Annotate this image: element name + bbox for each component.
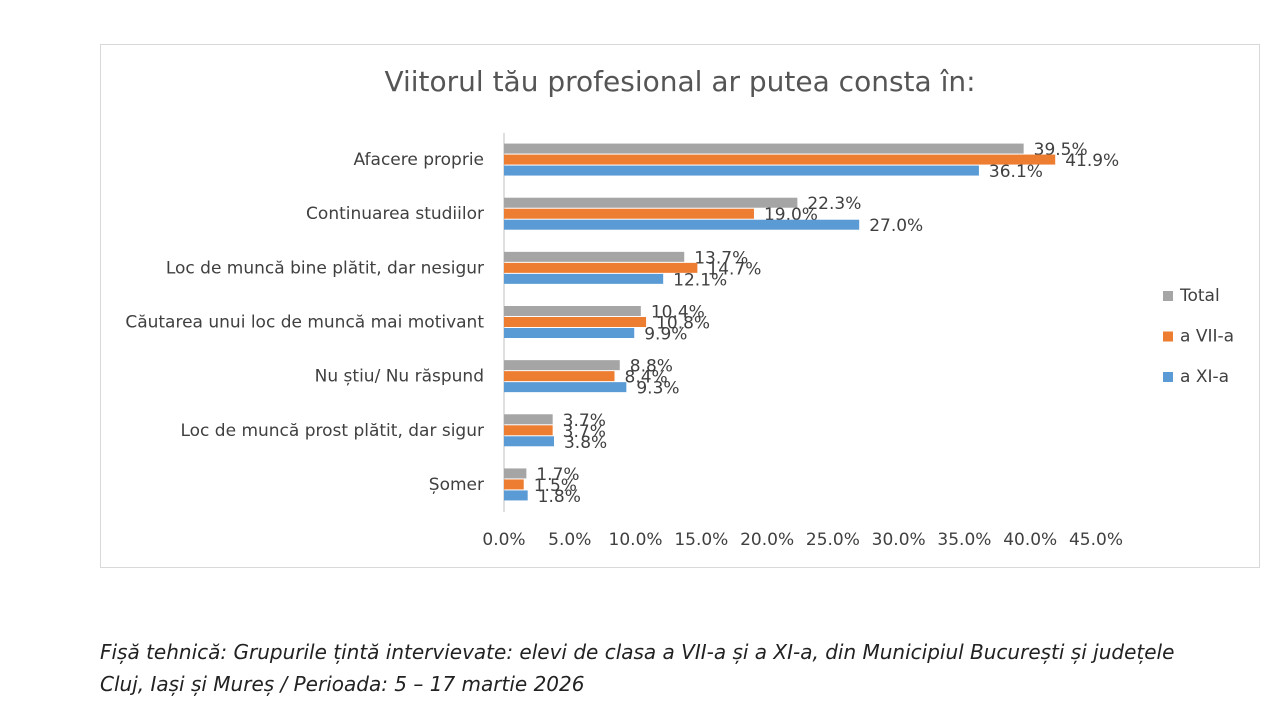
data-label: 10.8%: [656, 314, 710, 334]
bar: [504, 371, 615, 382]
legend-label: Total: [1179, 286, 1220, 306]
legend-swatch: [1163, 291, 1173, 301]
y-tick-label: Continuarea studiilor: [306, 204, 484, 224]
bar: [504, 328, 635, 338]
bar: [504, 154, 1056, 165]
data-label: 9.9%: [644, 325, 687, 345]
y-tick-label: Loc de muncă bine plătit, dar nesigur: [166, 258, 484, 278]
data-label: 13.7%: [694, 248, 748, 268]
x-tick-label: 35.0%: [937, 530, 991, 550]
data-label: 8.8%: [630, 357, 673, 377]
y-tick-label: Nu știu/ Nu răspund: [315, 367, 484, 387]
data-label: 1.7%: [536, 465, 579, 485]
bar: [504, 317, 647, 327]
bar: [504, 165, 979, 176]
bar: [504, 208, 754, 219]
chart: Viitorul tău profesional ar putea consta…: [100, 44, 1260, 568]
data-label: 14.7%: [707, 259, 761, 279]
y-tick-label: Șomer: [429, 475, 484, 495]
bar: [504, 382, 627, 393]
bar: [504, 306, 641, 316]
data-label: 36.1%: [989, 162, 1043, 182]
data-label: 1.5%: [534, 476, 577, 496]
bar: [504, 251, 685, 262]
legend-swatch: [1163, 331, 1173, 342]
legend-swatch: [1163, 372, 1173, 382]
data-label: 1.8%: [538, 487, 581, 507]
x-tick-label: 0.0%: [482, 530, 525, 550]
footnote: Cluj, Iași și Mureș / Perioada: 5 – 17 m…: [100, 672, 585, 696]
bar: [504, 425, 553, 436]
y-tick-label: Loc de muncă prost plătit, dar sigur: [180, 421, 484, 441]
data-label: 10.4%: [651, 303, 705, 323]
data-label: 27.0%: [869, 216, 923, 236]
chart-title: Viitorul tău profesional ar putea consta…: [384, 65, 975, 98]
bar: [504, 414, 553, 425]
x-tick-label: 10.0%: [609, 530, 663, 550]
y-tick-label: Căutarea unui loc de muncă mai motivant: [125, 313, 484, 333]
bar: [504, 262, 698, 273]
footnote: Fișă tehnică: Grupurile țintă intervieva…: [100, 640, 1175, 664]
legend-label: a XI-a: [1180, 367, 1229, 387]
x-tick-label: 40.0%: [1003, 530, 1057, 550]
bar: [504, 479, 524, 490]
x-tick-label: 45.0%: [1069, 530, 1123, 550]
bar: [504, 490, 528, 501]
bar: [504, 360, 620, 371]
legend-label: a VII-a: [1180, 327, 1234, 347]
x-tick-label: 5.0%: [548, 530, 591, 550]
bar: [504, 436, 554, 447]
data-label: 12.1%: [673, 270, 727, 290]
x-tick-label: 20.0%: [740, 530, 794, 550]
chart-frame: [100, 44, 1260, 568]
data-label: 41.9%: [1065, 151, 1119, 171]
x-tick-label: 25.0%: [806, 530, 860, 550]
x-tick-label: 30.0%: [872, 530, 926, 550]
data-label: 22.3%: [807, 194, 861, 214]
bar: [504, 143, 1024, 154]
bar: [504, 219, 860, 230]
data-label: 9.3%: [636, 379, 679, 399]
data-label: 3.7%: [563, 422, 606, 442]
data-label: 3.8%: [564, 433, 607, 453]
bar: [504, 468, 527, 479]
bar: [504, 273, 664, 284]
data-label: 8.4%: [625, 368, 668, 388]
y-tick-label: Afacere proprie: [354, 150, 484, 170]
x-tick-label: 15.0%: [674, 530, 728, 550]
data-label: 3.7%: [563, 411, 606, 431]
bar: [504, 197, 798, 208]
